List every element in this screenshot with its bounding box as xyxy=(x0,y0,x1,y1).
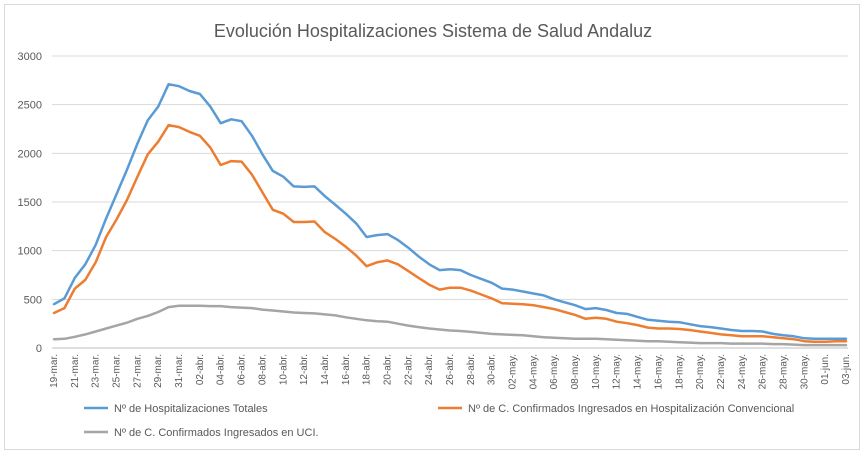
legend-label: Nº de Hospitalizaciones Totales xyxy=(114,403,268,415)
x-tick-label: 26-may. xyxy=(758,354,769,389)
y-tick-label: 500 xyxy=(24,294,42,306)
x-tick-label: 06-abr. xyxy=(237,354,248,385)
x-tick-label: 10-abr. xyxy=(278,354,289,385)
x-tick-label: 02-may. xyxy=(508,354,519,389)
x-tick-label: 04-abr. xyxy=(216,354,227,385)
x-tick-label: 30-abr. xyxy=(487,354,498,385)
x-tick-label: 14-may. xyxy=(633,354,644,389)
chart-title: Evolución Hospitalizaciones Sistema de S… xyxy=(214,21,652,41)
x-tick-label: 31-mar. xyxy=(174,354,185,388)
y-tick-label: 1500 xyxy=(18,197,42,209)
x-tick-label: 12-abr. xyxy=(299,354,310,385)
x-tick-label: 28-may. xyxy=(778,354,789,389)
x-tick-label: 08-may. xyxy=(570,354,581,389)
x-tick-label: 28-abr. xyxy=(466,354,477,385)
series-line xyxy=(52,82,848,341)
x-tick-label: 20-abr. xyxy=(382,354,393,385)
x-tick-label: 27-mar. xyxy=(132,354,143,388)
series-line xyxy=(52,123,848,343)
x-tick-label: 04-may. xyxy=(528,354,539,389)
x-tick-label: 08-abr. xyxy=(257,354,268,385)
y-axis: 0 500 1000 1500 2000 2500 3000 xyxy=(18,51,42,355)
x-tick-label: 29-mar. xyxy=(153,354,164,388)
x-tick-label: 23-mar. xyxy=(91,354,102,388)
x-axis: 19-mar. 21-mar. 23-mar. 25-mar. 27-mar. 29-ma… xyxy=(49,354,852,389)
x-tick-label: 22-may. xyxy=(716,354,727,389)
series-line xyxy=(52,304,848,347)
x-tick-label: 03-jun. xyxy=(841,354,852,385)
x-tick-label: 18-abr. xyxy=(362,354,373,385)
y-tick-label: 2500 xyxy=(18,100,42,112)
x-tick-label: 18-may. xyxy=(674,354,685,389)
x-tick-label: 01-jun. xyxy=(820,354,831,385)
legend-label: Nº de C. Confirmados Ingresados en Hospi… xyxy=(468,403,794,415)
x-tick-label: 26-abr. xyxy=(445,354,456,385)
y-tick-label: 0 xyxy=(36,343,42,355)
x-tick-label: 16-may. xyxy=(653,354,664,389)
x-tick-label: 30-may. xyxy=(799,354,810,389)
x-tick-label: 06-may. xyxy=(549,354,560,389)
y-tick-label: 1000 xyxy=(18,246,42,258)
x-tick-label: 14-abr. xyxy=(320,354,331,385)
x-tick-label: 16-abr. xyxy=(341,354,352,385)
x-tick-label: 10-may. xyxy=(591,354,602,389)
gridlines xyxy=(52,55,848,349)
chart-frame xyxy=(4,4,860,450)
x-tick-label: 12-may. xyxy=(612,354,623,389)
x-tick-label: 02-abr. xyxy=(195,354,206,385)
x-tick-label: 24-abr. xyxy=(424,354,435,385)
x-tick-label: 20-may. xyxy=(695,354,706,389)
x-tick-label: 19-mar. xyxy=(49,354,60,388)
legend: Nº de Hospitalizaciones Totales Nº de C. … xyxy=(84,403,794,439)
x-tick-label: 25-mar. xyxy=(112,354,123,388)
plot-area xyxy=(52,82,848,347)
x-tick-label: 21-mar. xyxy=(70,354,81,388)
x-tick-label: 22-abr. xyxy=(403,354,414,385)
legend-label: Nº de C. Confirmados Ingresados en UCI. xyxy=(114,427,319,439)
y-tick-label: 3000 xyxy=(18,51,42,63)
x-tick-label: 24-may. xyxy=(737,354,748,389)
y-tick-label: 2000 xyxy=(18,148,42,160)
